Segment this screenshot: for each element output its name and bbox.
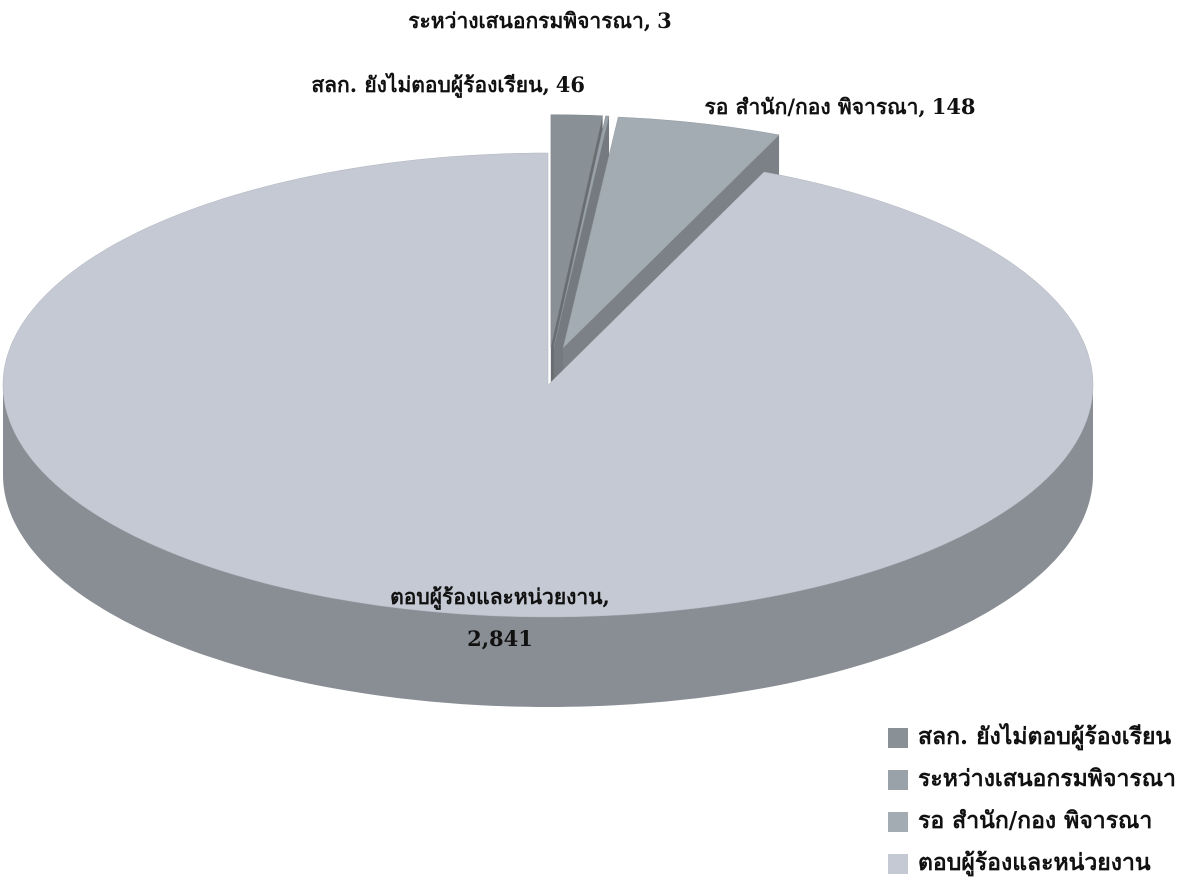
label-category: ระหว่างเสนอกรมพิจารณา xyxy=(408,8,644,33)
legend-label: ตอบผู้ร้องและหน่วยงาน xyxy=(918,849,1151,877)
label-value: 148 xyxy=(932,94,976,119)
label-category: สลก. ยังไม่ตอบผู้ร้องเรียน xyxy=(311,72,543,99)
legend-swatch xyxy=(888,728,908,748)
label-separator: , xyxy=(644,8,651,33)
slice-side xyxy=(3,385,1093,707)
label-category: ตอบผู้ร้องและหน่วยงาน xyxy=(390,584,603,611)
label-value: 3 xyxy=(657,8,672,33)
label-separator: , xyxy=(918,94,925,119)
label-value: 2,841 xyxy=(467,626,533,651)
legend-label: รอ สำนัก/กอง พิจารณา xyxy=(918,807,1152,834)
slice xyxy=(2,152,1094,618)
label-category: รอ สำนัก/กอง พิจารณา xyxy=(704,94,918,119)
data-label: รอ สำนัก/กอง พิจารณา, 148 xyxy=(704,94,975,119)
data-label: ระหว่างเสนอกรมพิจารณา, 3 xyxy=(408,8,671,33)
slice xyxy=(550,114,603,347)
legend-swatch xyxy=(888,770,908,790)
legend-swatch xyxy=(888,854,908,874)
label-separator: , xyxy=(542,72,549,97)
data-label: ตอบผู้ร้องและหน่วยงาน, 2,841 xyxy=(390,584,610,651)
slice xyxy=(562,116,780,349)
legend-label: สลก. ยังไม่ตอบผู้ร้องเรียน xyxy=(918,722,1171,751)
label-separator: , xyxy=(603,584,610,609)
slice xyxy=(553,115,610,347)
data-label: สลก. ยังไม่ตอบผู้ร้องเรียน, 46 xyxy=(311,72,585,99)
legend-swatch xyxy=(888,812,908,832)
label-value: 46 xyxy=(556,72,585,97)
legend-label: ระหว่างเสนอกรมพิจารณา xyxy=(918,765,1176,792)
